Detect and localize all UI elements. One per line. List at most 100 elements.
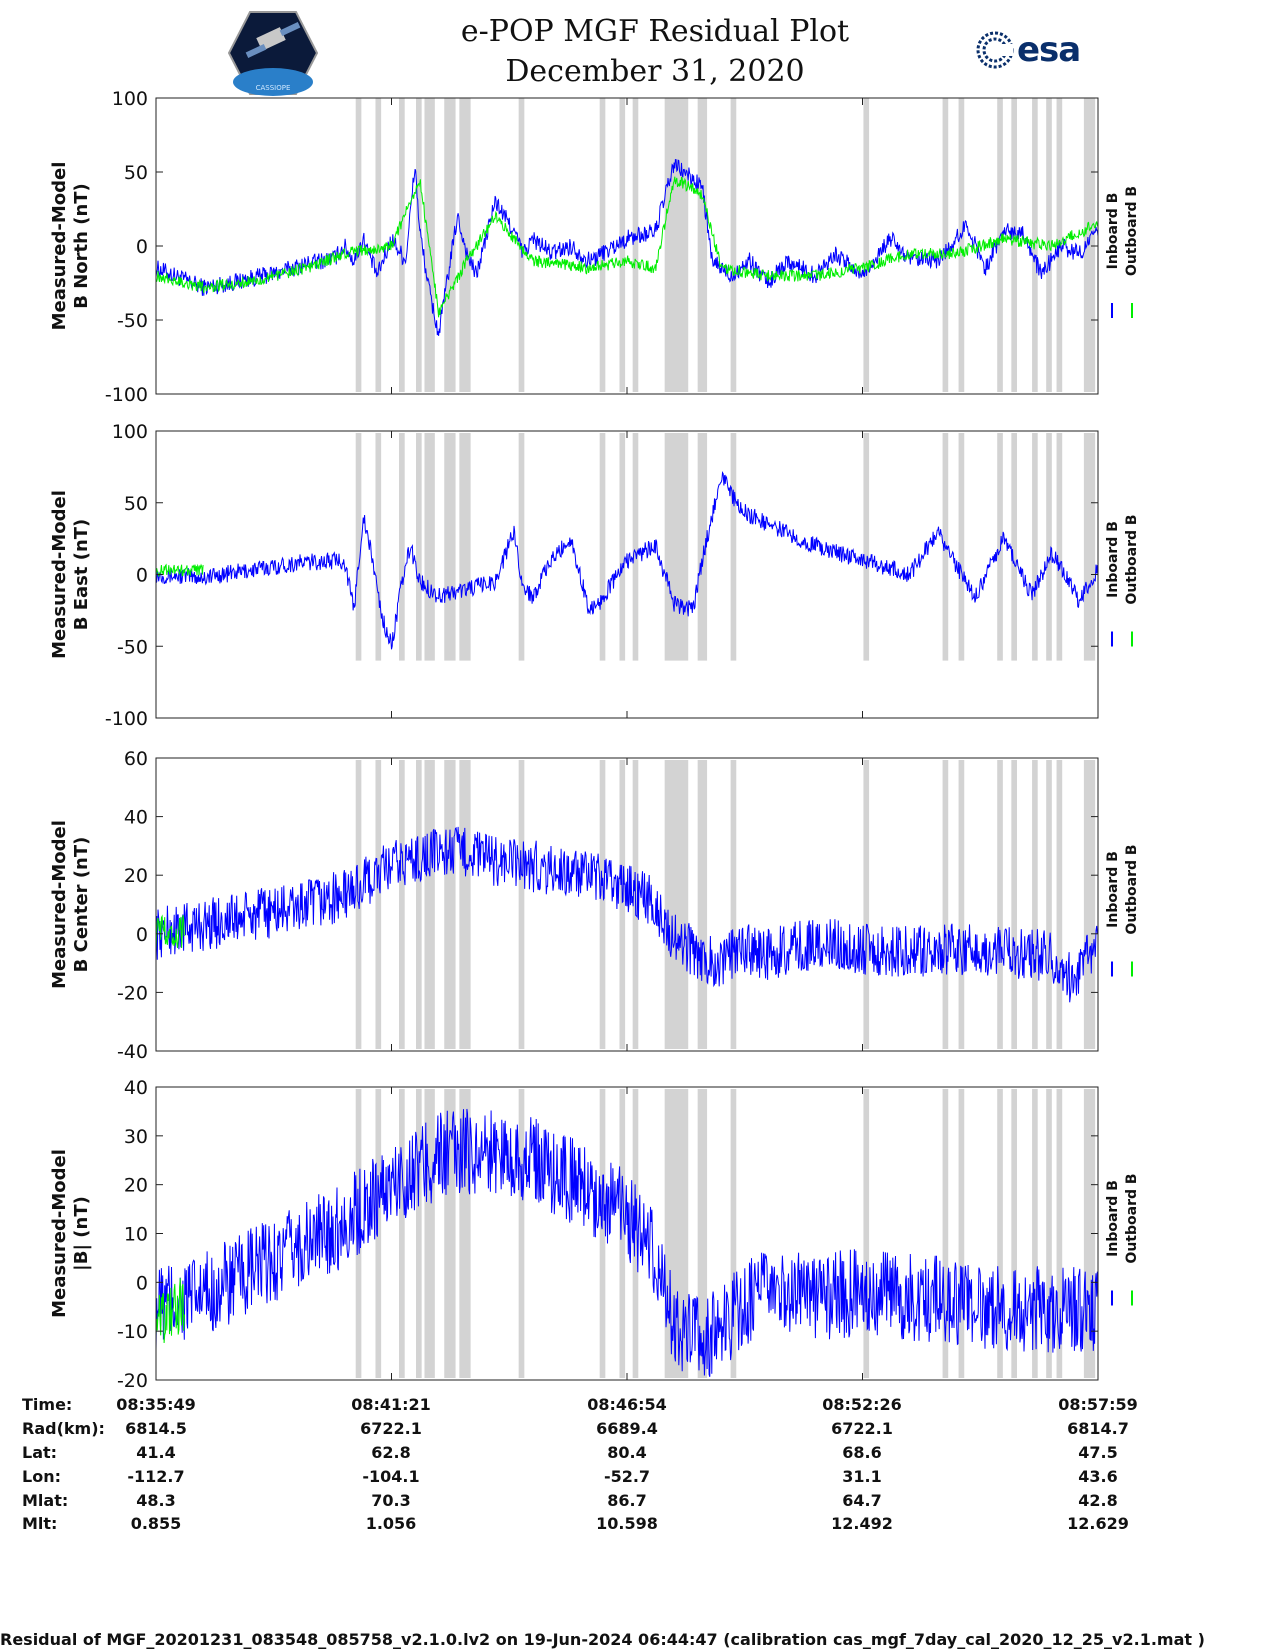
gap-shade-19 bbox=[1032, 433, 1038, 661]
cassiope-logo-text: CASSIOPE bbox=[256, 84, 291, 92]
info-row-label: Time: bbox=[22, 1395, 73, 1414]
info-cell: 08:35:49 bbox=[116, 1395, 196, 1414]
y-tick-label: 40 bbox=[124, 807, 148, 829]
y-tick-label: -100 bbox=[105, 384, 148, 406]
y-tick-label: -20 bbox=[117, 1370, 148, 1392]
gap-shade-7 bbox=[518, 1089, 525, 1378]
plot-frame bbox=[155, 97, 1099, 395]
gap-shade-13 bbox=[730, 98, 737, 392]
info-cell: 10.598 bbox=[596, 1514, 658, 1533]
gap-shade-10 bbox=[632, 98, 639, 392]
gap-shade-16 bbox=[958, 760, 965, 1049]
gap-shade-2 bbox=[399, 98, 405, 392]
gap-shade-1 bbox=[375, 1089, 382, 1378]
gap-shade-17 bbox=[997, 1089, 1003, 1378]
y-tick-label: 0 bbox=[136, 236, 148, 258]
y-tick-label: -10 bbox=[117, 1321, 148, 1343]
gap-shade-15 bbox=[942, 760, 949, 1049]
chart-title: e-POP MGF Residual Plot bbox=[460, 14, 850, 49]
legend-outboard-label: Outboard B bbox=[1124, 186, 1140, 276]
info-cell: 64.7 bbox=[842, 1491, 882, 1510]
gap-shade-11 bbox=[664, 98, 689, 392]
gap-shade-12 bbox=[697, 1089, 708, 1378]
gap-shade-12 bbox=[697, 98, 708, 392]
gap-shade-12 bbox=[697, 760, 708, 1049]
gap-shade-11 bbox=[664, 760, 689, 1049]
panel-2: -100 -50 0 50 100 Measured-Model B East (nT) In… bbox=[49, 421, 1140, 730]
y-axis-label-line1: Measured-Model bbox=[49, 1149, 70, 1318]
info-cell: 12.629 bbox=[1067, 1514, 1129, 1533]
gap-shade-8 bbox=[599, 98, 606, 392]
info-row-label: Lon: bbox=[22, 1467, 61, 1486]
info-cell: 42.8 bbox=[1078, 1491, 1118, 1510]
info-cell: 68.6 bbox=[842, 1443, 882, 1462]
info-cell: 08:46:54 bbox=[587, 1395, 667, 1414]
chart-subtitle-date: December 31, 2020 bbox=[505, 54, 805, 89]
gap-shade-2 bbox=[399, 760, 405, 1049]
gap-shade-5 bbox=[444, 433, 456, 661]
info-cell: 48.3 bbox=[136, 1491, 176, 1510]
gap-shade-3 bbox=[415, 433, 422, 661]
y-tick-label: -100 bbox=[105, 708, 148, 730]
info-cell: 47.5 bbox=[1078, 1443, 1118, 1462]
series-outboard-line bbox=[155, 914, 185, 952]
info-row-label: Rad(km): bbox=[22, 1419, 105, 1438]
footer-caption: Residual of MGF_20201231_083548_085758_v… bbox=[0, 1630, 1205, 1649]
y-axis-label-line1: Measured-Model bbox=[49, 490, 70, 659]
esa-logo-icon bbox=[976, 31, 1014, 69]
y-axis-label-line2: |B| (nT) bbox=[71, 1196, 92, 1271]
info-cell: 08:57:59 bbox=[1058, 1395, 1138, 1414]
gap-shade-12 bbox=[697, 433, 708, 661]
gap-shade-4 bbox=[424, 98, 435, 392]
gap-shade-20 bbox=[1046, 760, 1052, 1049]
info-cell: -104.1 bbox=[362, 1467, 420, 1486]
legend-inboard-label: Inboard B bbox=[1105, 851, 1121, 928]
gap-shade-1 bbox=[375, 433, 382, 661]
gap-shade-18 bbox=[1011, 433, 1017, 661]
series-outboard-line bbox=[155, 563, 204, 578]
gap-shade-8 bbox=[599, 433, 606, 661]
gap-shade-1 bbox=[375, 760, 382, 1049]
y-tick-label: 100 bbox=[112, 421, 148, 443]
series-inboard-line bbox=[155, 470, 1099, 650]
y-tick-label: 0 bbox=[136, 565, 148, 587]
gap-shade-14 bbox=[863, 98, 870, 392]
gap-shade-22 bbox=[1083, 98, 1096, 392]
gap-shade-16 bbox=[958, 98, 965, 392]
legend-outboard-label: Outboard B bbox=[1124, 844, 1140, 934]
gap-shade-6 bbox=[459, 1089, 471, 1378]
gap-shade-5 bbox=[444, 760, 456, 1049]
y-tick-label: 0 bbox=[136, 924, 148, 946]
gap-shade-20 bbox=[1046, 433, 1052, 661]
gap-shade-2 bbox=[399, 433, 405, 661]
y-axis-label-line2: B North (nT) bbox=[71, 183, 92, 309]
info-row-label: Mlt: bbox=[22, 1514, 58, 1533]
info-cell: 1.056 bbox=[365, 1514, 417, 1533]
gap-shade-17 bbox=[997, 760, 1003, 1049]
info-cell: 08:52:26 bbox=[822, 1395, 902, 1414]
gap-shade-13 bbox=[730, 433, 737, 661]
series-outboard-line bbox=[155, 1278, 185, 1344]
series-inboard-line bbox=[155, 826, 1099, 1003]
gap-shade-9 bbox=[619, 98, 626, 392]
gap-shade-14 bbox=[863, 433, 870, 661]
y-axis-label-line1: Measured-Model bbox=[49, 162, 70, 331]
esa-logo-text: esa bbox=[1017, 30, 1081, 70]
gap-shade-13 bbox=[730, 760, 737, 1049]
y-tick-label: 50 bbox=[124, 162, 148, 184]
gap-shade-2 bbox=[399, 1089, 405, 1378]
legend-inboard-label: Inboard B bbox=[1105, 521, 1121, 598]
info-row-label: Lat: bbox=[22, 1443, 58, 1462]
gap-shade-19 bbox=[1032, 760, 1038, 1049]
y-tick-label: 20 bbox=[124, 1175, 148, 1197]
plot-frame bbox=[155, 430, 1099, 719]
y-axis-label-line2: B Center (nT) bbox=[71, 837, 92, 973]
panel-4: -20 -10 0 10 20 30 40 Measured-Model |B| (nT) Inb… bbox=[49, 1077, 1140, 1392]
info-cell: 43.6 bbox=[1078, 1467, 1118, 1486]
gap-shade-21 bbox=[1056, 1089, 1063, 1378]
info-cell: 41.4 bbox=[136, 1443, 176, 1462]
series-inboard-line bbox=[155, 1108, 1099, 1377]
gap-shade-5 bbox=[444, 1089, 456, 1378]
info-cell: 6814.7 bbox=[1067, 1419, 1129, 1438]
